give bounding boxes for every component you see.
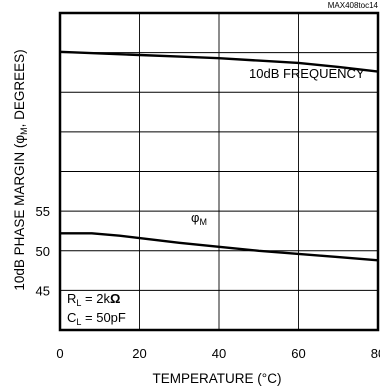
y-axis-title: 10dB PHASE MARGIN (φM, DEGREES) xyxy=(12,49,29,290)
cl-main: C xyxy=(67,310,76,325)
rl-rest: = 2k xyxy=(81,291,110,306)
x-tick-label: 60 xyxy=(291,346,305,361)
y-axis-title-phi: φ xyxy=(12,135,27,144)
series-line-10db-frequency xyxy=(59,50,379,73)
series-label-phase-margin: φM xyxy=(191,210,207,227)
x-tick-labels: 0 20 40 60 80 xyxy=(56,346,380,361)
y-tick-label: 55 xyxy=(36,204,50,219)
y-tick-label: 50 xyxy=(36,244,50,259)
rl-main: R xyxy=(67,291,76,306)
x-tick-label: 40 xyxy=(212,346,226,361)
y-tick-label: 45 xyxy=(36,283,50,298)
rl-annotation: RL = 2kΩ xyxy=(67,291,120,308)
y-tick-labels: 45 50 55 xyxy=(36,204,50,298)
phi-symbol: φ xyxy=(191,210,199,225)
y-axis-title-suffix: , DEGREES) xyxy=(12,49,27,127)
series-layer xyxy=(59,50,379,262)
x-tick-label: 20 xyxy=(132,346,146,361)
figure-id: MAX408toc14 xyxy=(328,1,379,10)
cl-sub: L xyxy=(76,317,81,327)
grid xyxy=(60,13,378,330)
y-axis-title-phi-sub: M xyxy=(19,127,29,135)
series-label-10db-frequency: 10dB FREQUENCY xyxy=(249,66,365,81)
series-line-phase-margin xyxy=(60,232,379,262)
plot-frame xyxy=(58,11,380,332)
rl-unit: Ω xyxy=(110,291,120,306)
y-axis-title-prefix: 10dB PHASE MARGIN ( xyxy=(12,143,27,291)
cl-rest: = 50pF xyxy=(81,310,126,325)
cl-annotation: CL = 50pF xyxy=(67,310,126,327)
rl-sub: L xyxy=(76,298,81,308)
x-axis-title: TEMPERATURE (°C) xyxy=(153,371,282,386)
phi-subscript: M xyxy=(199,217,207,227)
x-tick-label: 0 xyxy=(56,346,63,361)
x-tick-label: 80 xyxy=(371,346,380,361)
